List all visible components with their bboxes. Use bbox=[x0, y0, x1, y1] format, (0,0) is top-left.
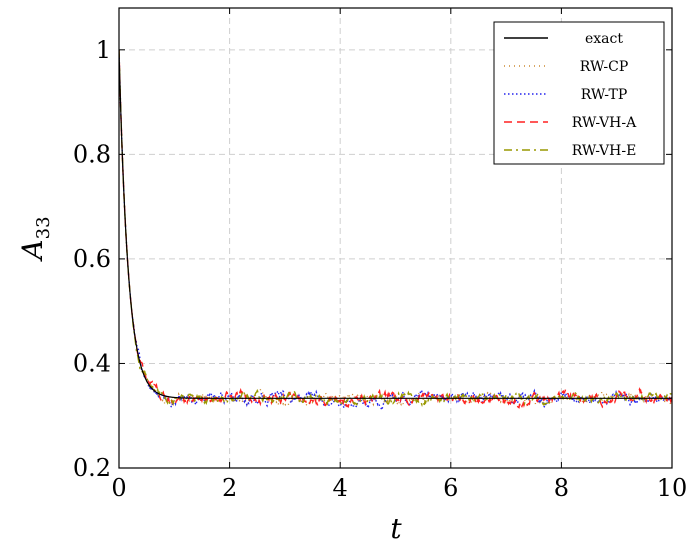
x-tick-label: 4 bbox=[333, 474, 348, 502]
legend-label-rw-vh-a: RW-VH-A bbox=[572, 115, 637, 131]
legend-box bbox=[493, 21, 665, 165]
legend-label-exact: exact bbox=[585, 31, 623, 47]
y-tick-label: 0.6 bbox=[73, 245, 111, 273]
x-tick-label: 8 bbox=[554, 474, 569, 502]
series-line-exact bbox=[119, 49, 672, 399]
ticks: 0 2 4 6 8 10 0.2 0.4 0.6 0.8 1 bbox=[73, 8, 687, 502]
legend: exact RW-CP RW-TP RW-VH-A RW-VH-E bbox=[493, 21, 665, 165]
x-tick-label: 6 bbox=[443, 474, 458, 502]
y-tick-label: 0.8 bbox=[73, 140, 111, 168]
legend-label-rw-cp: RW-CP bbox=[580, 59, 628, 75]
y-axis-label-subscript: 33 bbox=[33, 216, 54, 239]
x-axis-label: t bbox=[390, 512, 402, 545]
series-group bbox=[119, 49, 672, 413]
y-tick-label: 0.2 bbox=[73, 454, 111, 482]
y-tick-label: 0.4 bbox=[73, 349, 111, 377]
x-tick-label: 10 bbox=[657, 474, 688, 502]
legend-label-rw-vh-e: RW-VH-E bbox=[572, 143, 637, 159]
legend-label-rw-tp: RW-TP bbox=[581, 87, 628, 103]
y-tick-label: 1 bbox=[96, 36, 111, 64]
plot-frame bbox=[118, 7, 673, 469]
y-axis-label: A33 bbox=[16, 216, 54, 262]
x-tick-label: 2 bbox=[222, 474, 237, 502]
y-axis-label-main: A bbox=[16, 239, 49, 262]
x-tick-label: 0 bbox=[111, 474, 126, 502]
